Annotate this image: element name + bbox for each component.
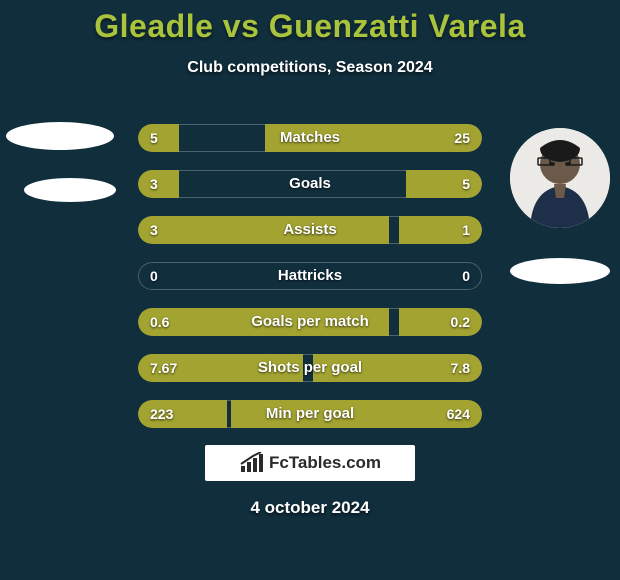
person-icon	[510, 128, 610, 228]
player-left-shape-2	[24, 178, 116, 202]
stat-label: Goals per match	[138, 308, 482, 336]
page-subtitle: Club competitions, Season 2024	[0, 59, 620, 77]
stat-label: Hattricks	[138, 262, 482, 290]
chart-icon	[239, 452, 265, 474]
stat-row: 223 Min per goal 624	[138, 400, 482, 428]
stat-row: 3 Goals 5	[138, 170, 482, 198]
stat-row: 3 Assists 1	[138, 216, 482, 244]
stat-right-value: 1	[462, 216, 470, 244]
stat-right-value: 624	[447, 400, 470, 428]
stat-label: Matches	[138, 124, 482, 152]
player-left-shape-1	[6, 122, 114, 150]
player-right-shape	[510, 258, 610, 284]
watermark-text: FcTables.com	[269, 453, 381, 473]
stat-right-value: 7.8	[451, 354, 470, 382]
stat-row: 0 Hattricks 0	[138, 262, 482, 290]
stat-label: Min per goal	[138, 400, 482, 428]
stat-row: 0.6 Goals per match 0.2	[138, 308, 482, 336]
watermark: FcTables.com	[205, 445, 415, 481]
comparison-bars: 5 Matches 25 3 Goals 5 3 Assists 1 0 Hat…	[138, 124, 482, 446]
stat-right-value: 25	[454, 124, 470, 152]
date-text: 4 october 2024	[0, 498, 620, 518]
stat-row: 5 Matches 25	[138, 124, 482, 152]
stat-label: Shots per goal	[138, 354, 482, 382]
stat-row: 7.67 Shots per goal 7.8	[138, 354, 482, 382]
stat-right-value: 0.2	[451, 308, 470, 336]
stat-label: Goals	[138, 170, 482, 198]
page-title: Gleadle vs Guenzatti Varela	[0, 0, 620, 45]
stat-label: Assists	[138, 216, 482, 244]
stat-right-value: 5	[462, 170, 470, 198]
player-right-avatar	[510, 128, 610, 228]
stat-right-value: 0	[462, 262, 470, 290]
